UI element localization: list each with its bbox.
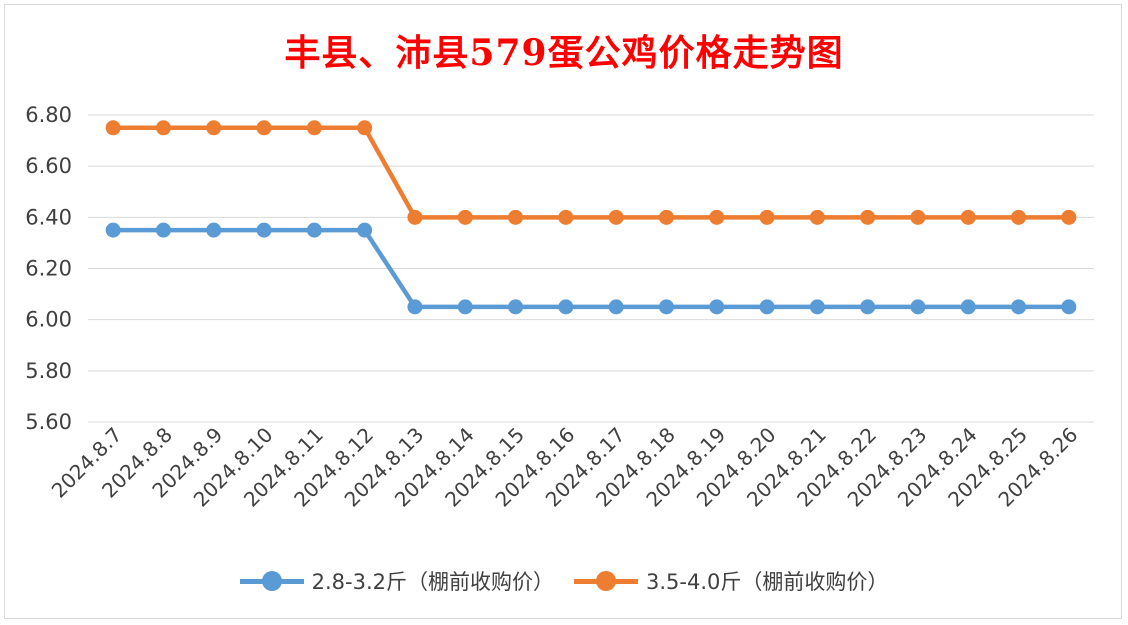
data-point[interactable] <box>206 222 222 238</box>
gridlines <box>88 114 1094 423</box>
data-point[interactable] <box>1011 209 1027 225</box>
series-line <box>113 125 1069 220</box>
data-point[interactable] <box>910 209 926 225</box>
data-point[interactable] <box>105 222 121 238</box>
data-point[interactable] <box>256 120 272 136</box>
data-point[interactable] <box>1061 209 1077 225</box>
data-point[interactable] <box>910 299 926 315</box>
y-tick-label: 6.00 <box>25 308 72 332</box>
data-point[interactable] <box>357 120 373 136</box>
data-point[interactable] <box>206 120 222 136</box>
data-point[interactable] <box>709 299 725 315</box>
data-point[interactable] <box>155 222 171 238</box>
data-point[interactable] <box>860 209 876 225</box>
y-tick-label: 6.20 <box>25 257 72 281</box>
data-point[interactable] <box>809 299 825 315</box>
series-group <box>105 120 1077 315</box>
data-point[interactable] <box>407 209 423 225</box>
data-point[interactable] <box>155 120 171 136</box>
data-point[interactable] <box>809 209 825 225</box>
data-point[interactable] <box>508 299 524 315</box>
chart-title: 丰县、沛县579蛋公鸡价格走势图 <box>284 32 844 74</box>
data-point[interactable] <box>508 209 524 225</box>
data-point[interactable] <box>1011 299 1027 315</box>
y-tick-label: 6.60 <box>25 154 72 178</box>
y-tick-label: 5.80 <box>25 359 72 383</box>
data-point[interactable] <box>658 209 674 225</box>
legend: 2.8-3.2斤（棚前收购价） 3.5-4.0斤（棚前收购价） <box>0 566 1128 596</box>
data-point[interactable] <box>357 222 373 238</box>
x-axis-ticks: 2024.8.72024.8.82024.8.92024.8.102024.8.… <box>47 423 1083 512</box>
y-axis-ticks: 5.60 5.80 6.00 6.20 6.40 6.60 6.80 <box>25 103 72 434</box>
data-point[interactable] <box>558 209 574 225</box>
legend-label-series-1: 2.8-3.2斤（棚前收购价） <box>311 570 554 594</box>
legend-swatch-series-1-icon <box>239 566 304 596</box>
legend-item-series-1[interactable]: 2.8-3.2斤（棚前收购价） <box>239 566 554 596</box>
data-point[interactable] <box>608 209 624 225</box>
data-point[interactable] <box>457 299 473 315</box>
data-point[interactable] <box>960 299 976 315</box>
data-point[interactable] <box>306 120 322 136</box>
series-2 <box>105 120 1077 225</box>
y-tick-label: 6.80 <box>25 103 72 127</box>
data-point[interactable] <box>860 299 876 315</box>
y-tick-label: 6.40 <box>25 205 72 229</box>
data-point[interactable] <box>306 222 322 238</box>
series-line <box>113 227 1069 310</box>
data-point[interactable] <box>457 209 473 225</box>
data-point[interactable] <box>256 222 272 238</box>
data-point[interactable] <box>1061 299 1077 315</box>
y-tick-label: 5.60 <box>25 410 72 434</box>
legend-label-series-2: 3.5-4.0斤（棚前收购价） <box>646 570 889 594</box>
data-point[interactable] <box>759 209 775 225</box>
data-point[interactable] <box>709 209 725 225</box>
data-point[interactable] <box>759 299 775 315</box>
data-point[interactable] <box>658 299 674 315</box>
data-point[interactable] <box>407 299 423 315</box>
legend-item-series-2[interactable]: 3.5-4.0斤（棚前收购价） <box>574 566 888 596</box>
data-point[interactable] <box>105 120 121 136</box>
series-1 <box>105 222 1077 315</box>
data-point[interactable] <box>960 209 976 225</box>
legend-swatch-series-2-icon <box>574 566 638 596</box>
data-point[interactable] <box>558 299 574 315</box>
data-point[interactable] <box>608 299 624 315</box>
